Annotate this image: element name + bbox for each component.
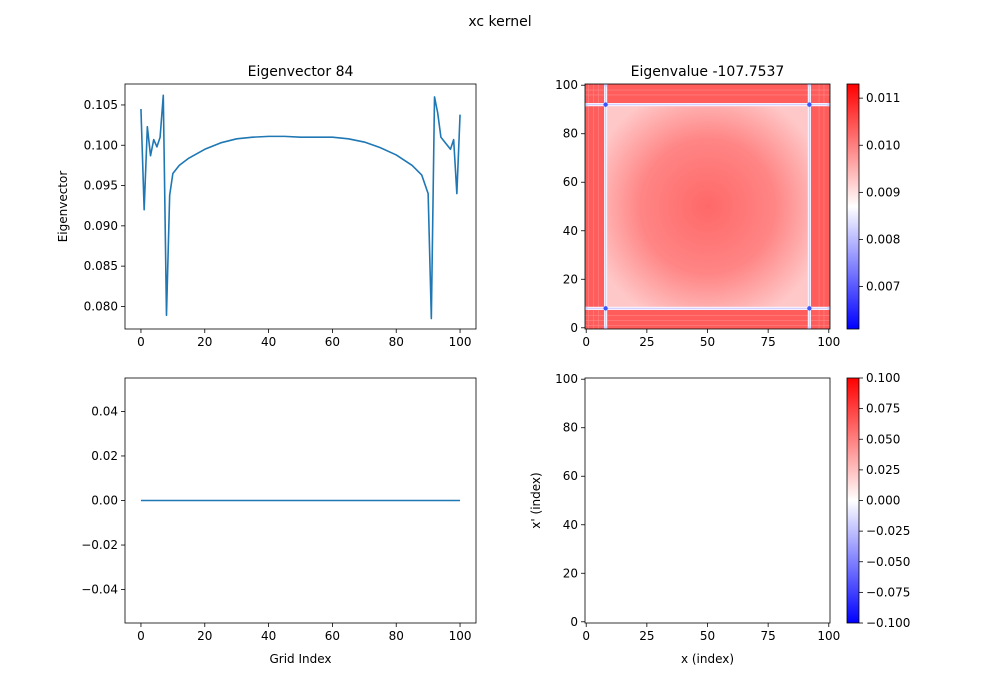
eigenvalue-heatmap-colorbar-tick-label: 0.008 xyxy=(866,232,900,246)
eigenvalue-heatmap-colorbar-tick-label: 0.009 xyxy=(866,185,900,199)
empty-heatmap-ytick-label: 0 xyxy=(570,615,578,629)
eigenvector-plot-ytick-label: 0.090 xyxy=(84,219,118,233)
heatmap-edge-dot xyxy=(807,83,811,87)
eigenvalue-heatmap-colorbar-tick-label: 0.011 xyxy=(866,91,900,105)
eigenvalue-heatmap-xtick-label: 50 xyxy=(700,335,715,349)
empty-heatmap-xtick-label: 100 xyxy=(817,629,840,643)
empty-heatmap-ytick-label: 80 xyxy=(563,421,578,435)
eigenvector-plot-frame xyxy=(124,83,477,330)
eigenvector-plot-title: Eigenvector 84 xyxy=(248,64,354,80)
eigenvalue-heatmap-xtick-label: 0 xyxy=(582,335,590,349)
empty-heatmap-colorbar-tick-label: 0.025 xyxy=(866,463,900,477)
eigenvalue-heatmap-colorbar-fill xyxy=(847,84,859,329)
eigenvalue-heatmap-ytick-label: 40 xyxy=(563,224,578,238)
empty-heatmap-colorbar-tick-label: 0.100 xyxy=(866,371,900,385)
empty-heatmap: x (index) x' (index) 0 25 50 75 100 0 20 40 60 80… xyxy=(529,371,910,666)
empty-heatmap-colorbar-tick-label: −0.050 xyxy=(866,555,910,569)
eigenvector-plot-xtick-label: 80 xyxy=(389,335,404,349)
empty-heatmap-xtick-label: 75 xyxy=(761,629,776,643)
empty-heatmap-xtick-label: 50 xyxy=(700,629,715,643)
heatmap-edge-dot xyxy=(604,326,608,330)
heatmap-intersection-dot xyxy=(603,102,608,107)
eigenvalue-heatmap-colorbar-tick-label: 0.010 xyxy=(866,138,900,152)
eigenvector-plot-ytick-label: 0.105 xyxy=(84,98,118,112)
eigenvalue-heatmap-colorbar-tick-label: 0.007 xyxy=(866,280,900,294)
eigenvector-zero-plot-ytick-label: 0.04 xyxy=(91,404,118,418)
eigenvalue-heatmap-ytick-label: 60 xyxy=(563,175,578,189)
empty-heatmap-colorbar-tick-label: −0.100 xyxy=(866,616,910,630)
eigenvector-plot-xtick-label: 100 xyxy=(449,335,472,349)
empty-heatmap-colorbar-tick-label: −0.025 xyxy=(866,524,910,538)
eigenvalue-heatmap-ytick-label: 100 xyxy=(555,78,578,92)
eigenvector-zero-plot-ytick-label: −0.04 xyxy=(81,583,118,597)
heatmap-edge-dot xyxy=(584,103,588,107)
eigenvalue-heatmap-title: Eigenvalue -107.7537 xyxy=(631,64,785,80)
empty-heatmap-ylabel: x' (index) xyxy=(529,472,543,528)
eigenvector-zero-plot-ytick-label: 0.00 xyxy=(91,494,118,508)
empty-heatmap-ytick-label: 20 xyxy=(563,566,578,580)
empty-heatmap-xlabel: x (index) xyxy=(681,652,734,666)
eigenvalue-heatmap-ytick-label: 80 xyxy=(563,127,578,141)
empty-heatmap-colorbar-tick-label: 0.075 xyxy=(866,402,900,416)
empty-heatmap-field xyxy=(585,378,830,623)
eigenvector-plot-xtick-label: 60 xyxy=(325,335,340,349)
eigenvector-plot-xtick-label: 40 xyxy=(261,335,276,349)
heatmap-inner-field xyxy=(605,104,810,309)
eigenvector-plot-ylabel: Eigenvector xyxy=(56,171,70,243)
eigenvector-plot-xtick-label: 0 xyxy=(137,335,145,349)
heatmap-edge-dot xyxy=(827,103,831,107)
eigenvector-plot-xtick-label: 20 xyxy=(197,335,212,349)
eigenvector-zero-plot-ytick-label: −0.02 xyxy=(81,538,118,552)
eigenvector-plot-ytick-label: 0.095 xyxy=(84,179,118,193)
eigenvector-zero-plot-ytick-label: 0.02 xyxy=(91,449,118,463)
eigenvalue-heatmap-xtick-label: 100 xyxy=(817,335,840,349)
eigenvector-plot-ytick-label: 0.080 xyxy=(84,299,118,313)
empty-heatmap-colorbar-tick-label: 0.050 xyxy=(866,432,900,446)
empty-heatmap-ytick-label: 40 xyxy=(563,518,578,532)
heatmap-edge-dot xyxy=(827,306,831,310)
empty-heatmap-colorbar-fill xyxy=(847,378,859,623)
heatmap-intersection-dot xyxy=(807,102,812,107)
eigenvalue-heatmap: Eigenvalue -107.7537 0 25 50 75 100 0 20 40 60 80… xyxy=(555,64,900,349)
empty-heatmap-xtick-label: 0 xyxy=(582,629,590,643)
eigenvector-zero-plot: Grid Index 0 20 40 60 80 100 −0.04 −0.02 0.00 0.0… xyxy=(81,377,477,666)
empty-heatmap-colorbar-tick-label: −0.075 xyxy=(866,585,910,599)
eigenvector-zero-plot-xtick-label: 20 xyxy=(197,629,212,643)
empty-heatmap-xtick-label: 25 xyxy=(639,629,654,643)
eigenvector-plot-ytick-label: 0.100 xyxy=(84,138,118,152)
heatmap-edge-dot xyxy=(604,83,608,87)
eigenvalue-heatmap-colorbar-frame xyxy=(846,83,860,330)
eigenvector-zero-plot-xtick-label: 0 xyxy=(137,629,145,643)
eigenvalue-heatmap-ytick-label: 0 xyxy=(570,321,578,335)
heatmap-edge-dot xyxy=(584,306,588,310)
heatmap-edge-dot xyxy=(807,326,811,330)
eigenvalue-heatmap-xtick-label: 25 xyxy=(639,335,654,349)
eigenvector-zero-plot-xtick-label: 80 xyxy=(389,629,404,643)
eigenvalue-heatmap-ytick-label: 20 xyxy=(563,272,578,286)
heatmap-intersection-dot xyxy=(807,306,812,311)
eigenvector-zero-plot-xtick-label: 40 xyxy=(261,629,276,643)
eigenvector-plot-ytick-label: 0.085 xyxy=(84,259,118,273)
empty-heatmap-colorbar-tick-label: 0.000 xyxy=(866,494,900,508)
empty-heatmap-ytick-label: 60 xyxy=(563,469,578,483)
eigenvector-zero-plot-xtick-label: 100 xyxy=(449,629,472,643)
eigenvector-zero-plot-xtick-label: 60 xyxy=(325,629,340,643)
eigenvector-plot-series-line xyxy=(140,94,461,320)
eigenvector-plot: Eigenvector 84 Eigenvector 0 20 40 60 80 100 0… xyxy=(56,64,477,349)
eigenvalue-heatmap-xtick-label: 75 xyxy=(761,335,776,349)
eigenvector-zero-plot-xlabel: Grid Index xyxy=(269,652,331,666)
figure-suptitle: xc kernel xyxy=(468,14,531,30)
empty-heatmap-ytick-label: 100 xyxy=(555,372,578,386)
heatmap-intersection-dot xyxy=(603,306,608,311)
